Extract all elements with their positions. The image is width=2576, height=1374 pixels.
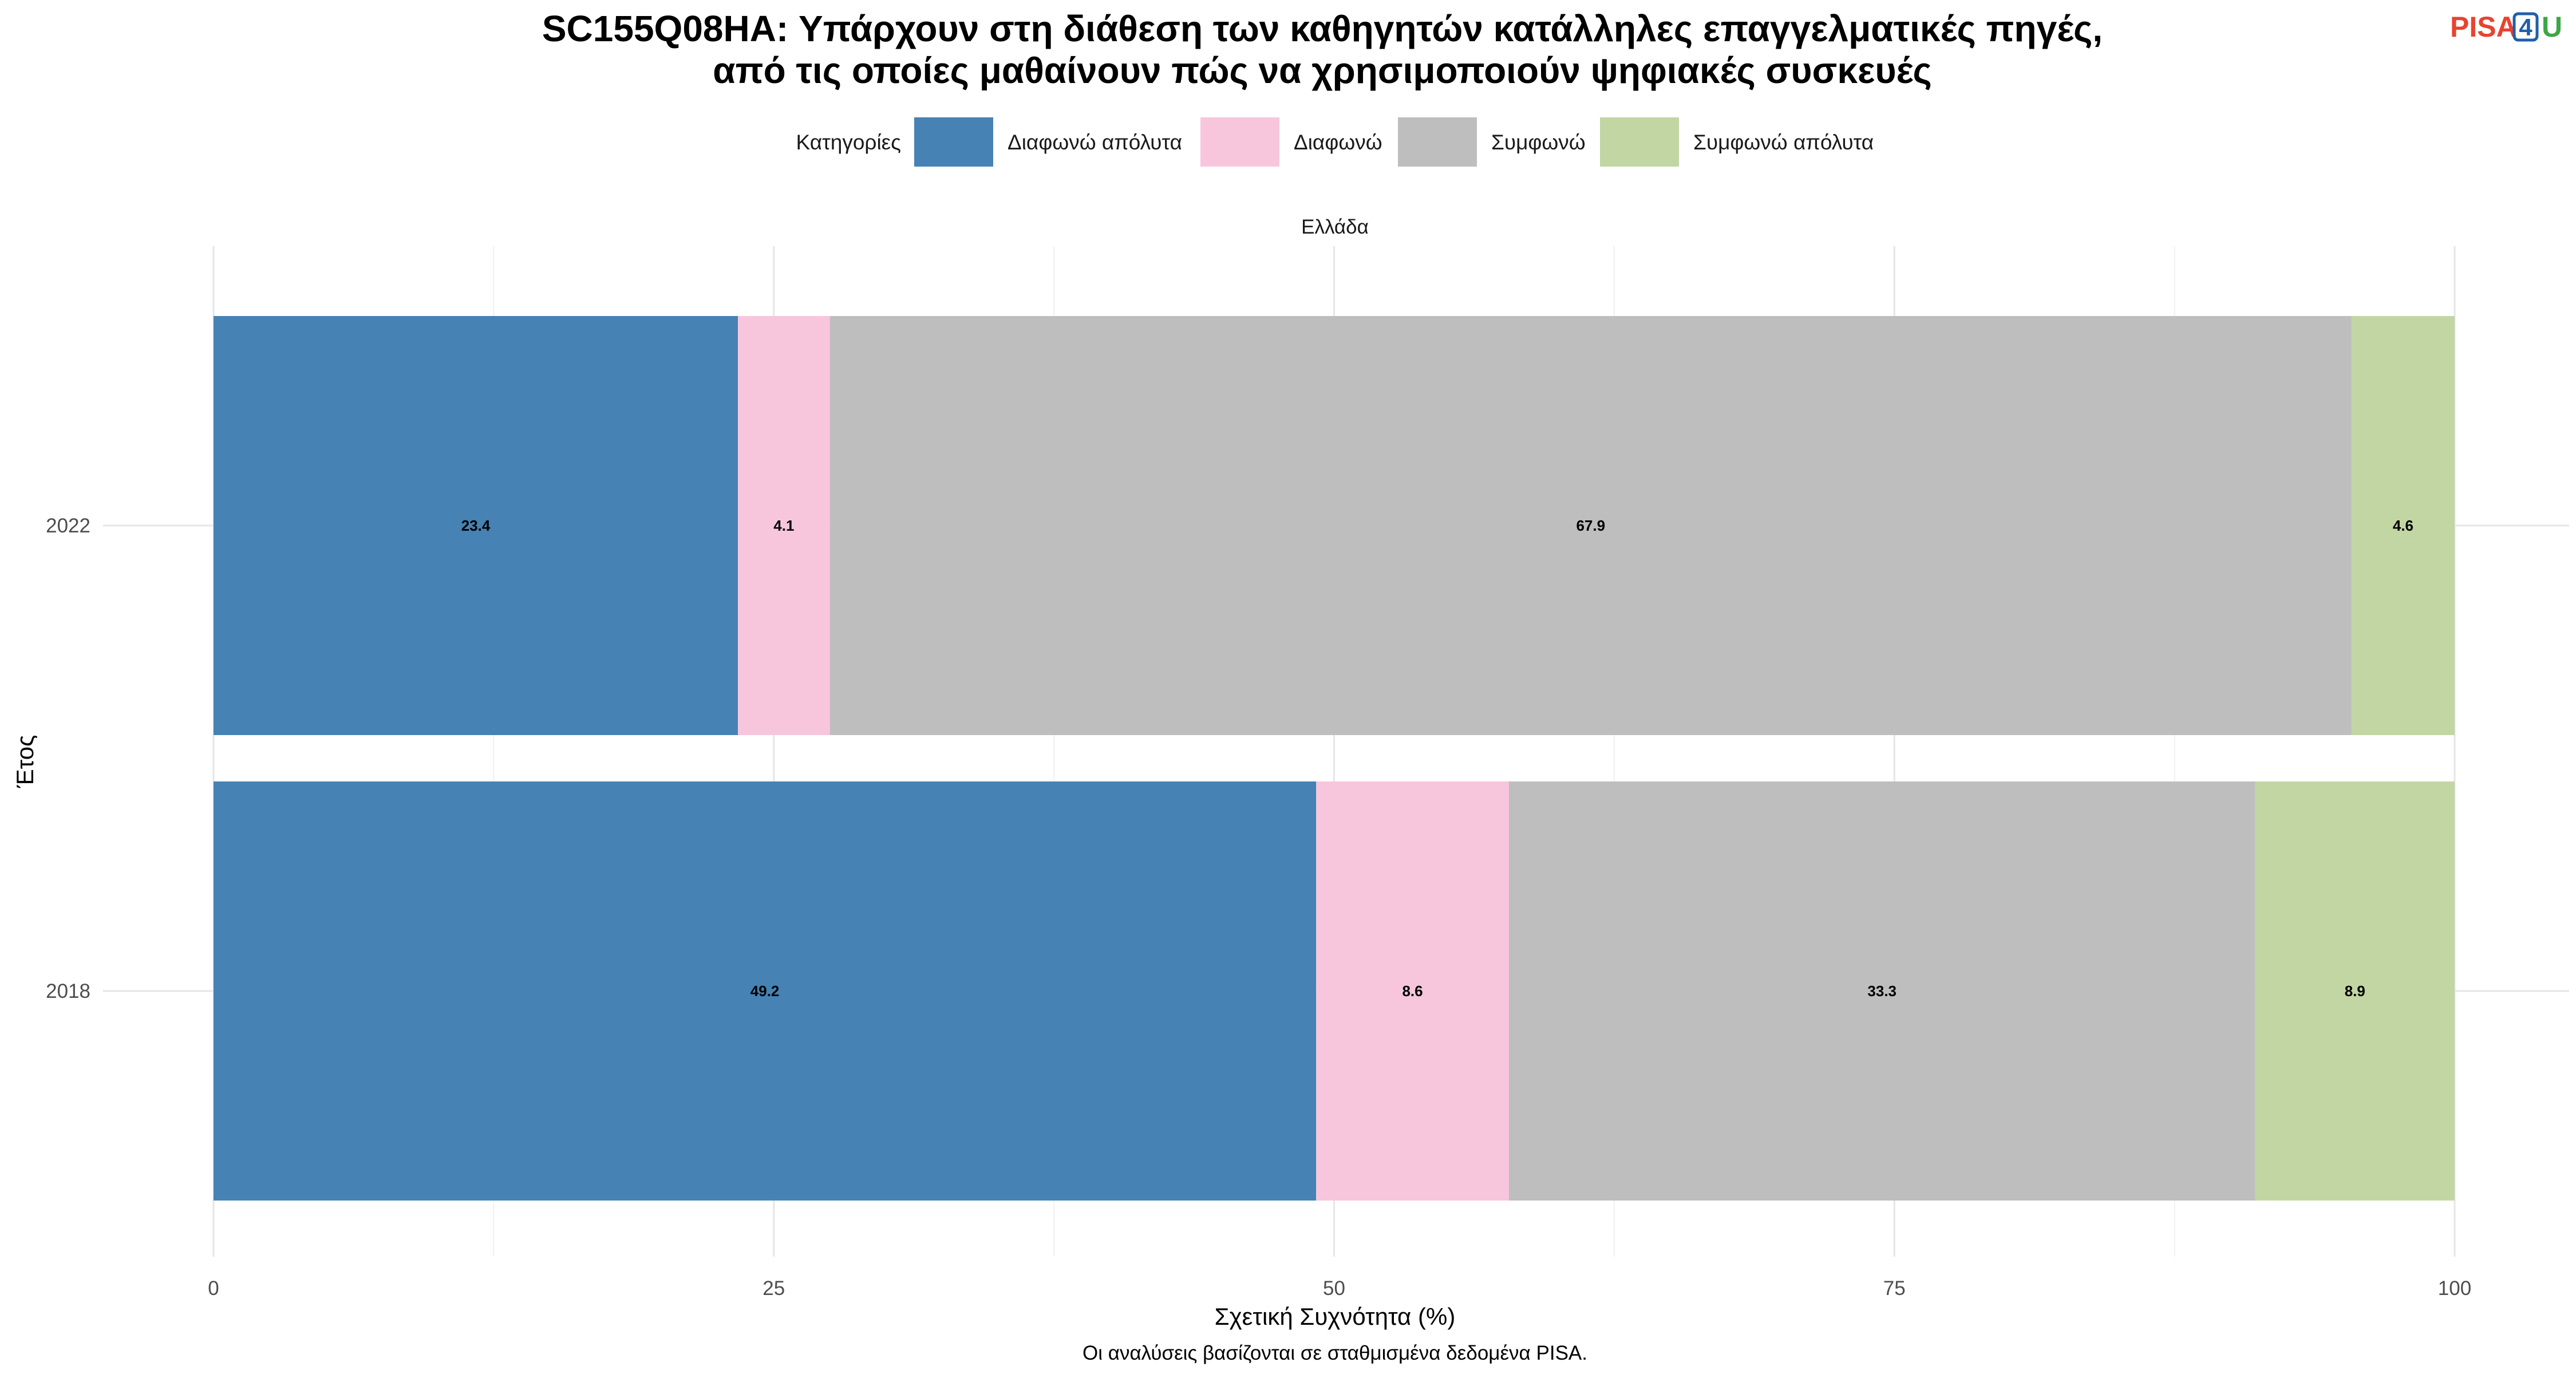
bar-value-label: 23.4 — [461, 517, 491, 534]
y-axis-ticks: 2022 2018 — [46, 515, 90, 1002]
legend-title: Κατηγορίες — [796, 131, 901, 154]
bar-segment — [1316, 781, 1509, 1201]
logo-pisa-text: PISA — [2450, 11, 2517, 43]
x-tick-label: 0 — [208, 1277, 219, 1300]
bar-value-label: 8.6 — [1402, 982, 1423, 1000]
legend-label: Συμφωνώ απόλυτα — [1693, 131, 1874, 154]
bar-segment — [1508, 781, 2255, 1201]
y-axis-title: Έτος — [11, 735, 38, 789]
x-tick-label: 75 — [1883, 1277, 1906, 1300]
bar-segment — [738, 316, 830, 735]
caption: Οι αναλύσεις βασίζονται σε σταθμισμένα δ… — [1082, 1342, 1587, 1364]
bar-labels: 23.4 4.1 67.9 4.6 49.2 8.6 33.3 8.9 — [461, 517, 2413, 1000]
chart-title-line2: από τις οποίες μαθαίνουν πώς να χρησιμοπ… — [713, 50, 1932, 91]
logo-4-text: 4 — [2519, 14, 2532, 41]
bar-value-label: 4.1 — [773, 517, 794, 534]
x-tick-label: 25 — [762, 1277, 785, 1300]
y-tick-label: 2018 — [46, 980, 90, 1002]
svg-text:PISA: PISA — [2450, 11, 2517, 43]
bar-value-label: 67.9 — [1576, 517, 1605, 534]
bar-value-label: 4.6 — [2393, 517, 2413, 534]
chart-title-line1: SC155Q08HA: Υπάρχουν στη διάθεση των καθ… — [542, 8, 2103, 49]
bar-segment — [2255, 781, 2455, 1201]
bars — [214, 316, 2455, 1201]
legend-key — [914, 117, 993, 167]
bar-value-label: 33.3 — [1867, 982, 1897, 1000]
legend: Κατηγορίες Διαφωνώ απόλυτα Διαφωνώ Συμφωνώ Σ… — [796, 117, 1874, 167]
logo-4-box — [2512, 12, 2539, 42]
bar-segment — [214, 316, 738, 735]
bar-value-label: 8.9 — [2345, 982, 2365, 1000]
logo-u-text: U — [2542, 11, 2562, 43]
legend-key — [1600, 117, 1679, 167]
y-tick-label: 2022 — [46, 515, 90, 537]
bar-segment — [2351, 316, 2455, 735]
x-tick-label: 50 — [1323, 1277, 1345, 1300]
legend-key — [1200, 117, 1279, 167]
x-axis-ticks: 0 25 50 75 100 — [208, 1277, 2471, 1300]
x-axis-title: Σχετική Συχνότητα (%) — [1215, 1303, 1456, 1330]
svg-text:U: U — [2542, 11, 2562, 43]
legend-label: Διαφωνώ απόλυτα — [1008, 131, 1182, 154]
legend-key — [1398, 117, 1477, 167]
bar-value-label: 49.2 — [750, 982, 780, 1000]
legend-label: Συμφωνώ — [1491, 131, 1586, 154]
pisa4u-logo: PISA 4 U — [2450, 11, 2562, 43]
facet-label: Ελλάδα — [1301, 216, 1369, 238]
legend-label: Διαφωνώ — [1294, 131, 1382, 154]
bar-segment — [829, 316, 2352, 735]
x-tick-label: 100 — [2438, 1277, 2471, 1300]
svg-text:4: 4 — [2519, 14, 2532, 41]
bar-segment — [214, 781, 1317, 1201]
